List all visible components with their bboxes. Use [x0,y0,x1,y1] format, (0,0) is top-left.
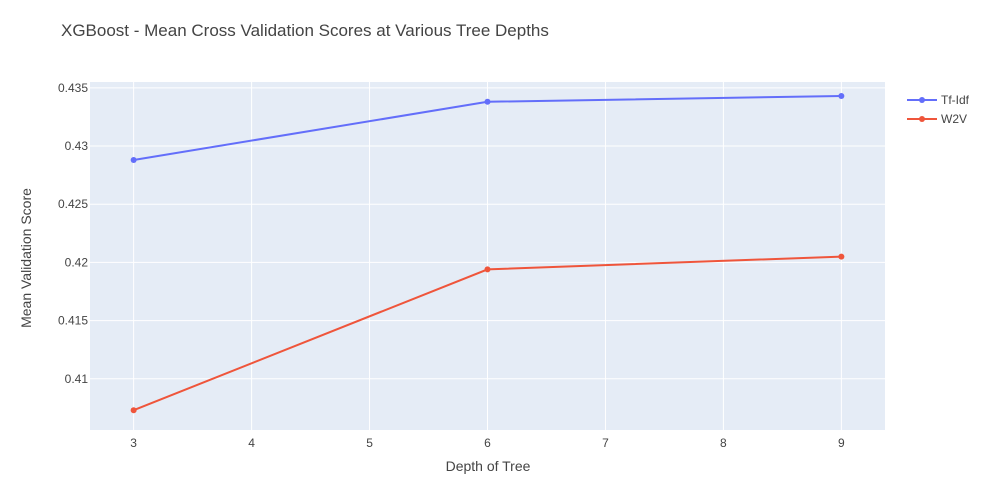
data-point[interactable] [838,92,845,99]
legend-swatch-marker [919,116,925,122]
y-gridlines [90,87,885,380]
chart-title: XGBoost - Mean Cross Validation Scores a… [61,21,549,40]
legend-label: W2V [941,112,967,126]
series-layer [130,92,845,414]
series-0 [130,92,845,163]
y-axis-title: Mean Validation Score [18,188,34,328]
y-tick-label: 0.41 [65,372,89,386]
data-point[interactable] [484,98,491,105]
data-point[interactable] [484,266,491,273]
x-tick-label: 8 [720,436,727,450]
data-point[interactable] [130,156,137,163]
y-tick-label: 0.425 [58,197,88,211]
y-tick-label: 0.435 [58,81,88,95]
x-tick-label: 7 [602,436,609,450]
x-tick-label: 6 [484,436,491,450]
x-axis-title: Depth of Tree [446,458,531,474]
y-tick-label: 0.42 [65,255,89,269]
x-tick-label: 9 [838,436,845,450]
x-tick-label: 4 [248,436,255,450]
x-tick-label: 5 [366,436,373,450]
y-tick-label: 0.415 [58,314,88,328]
legend-label: Tf-Idf [941,93,970,107]
data-point[interactable] [838,253,845,260]
legend-item-0[interactable]: Tf-Idf [907,93,970,107]
x-axis-ticks: 3 4 5 6 7 8 9 [130,436,845,450]
data-point[interactable] [130,407,137,414]
x-tick-label: 3 [130,436,137,450]
legend-swatch-marker [919,97,925,103]
y-axis-ticks: 0.41 0.415 0.42 0.425 0.43 0.435 [58,81,88,386]
legend-item-1[interactable]: W2V [907,112,967,126]
y-tick-label: 0.43 [65,139,89,153]
series-1 [130,253,845,414]
legend: Tf-Idf W2V [907,93,970,126]
